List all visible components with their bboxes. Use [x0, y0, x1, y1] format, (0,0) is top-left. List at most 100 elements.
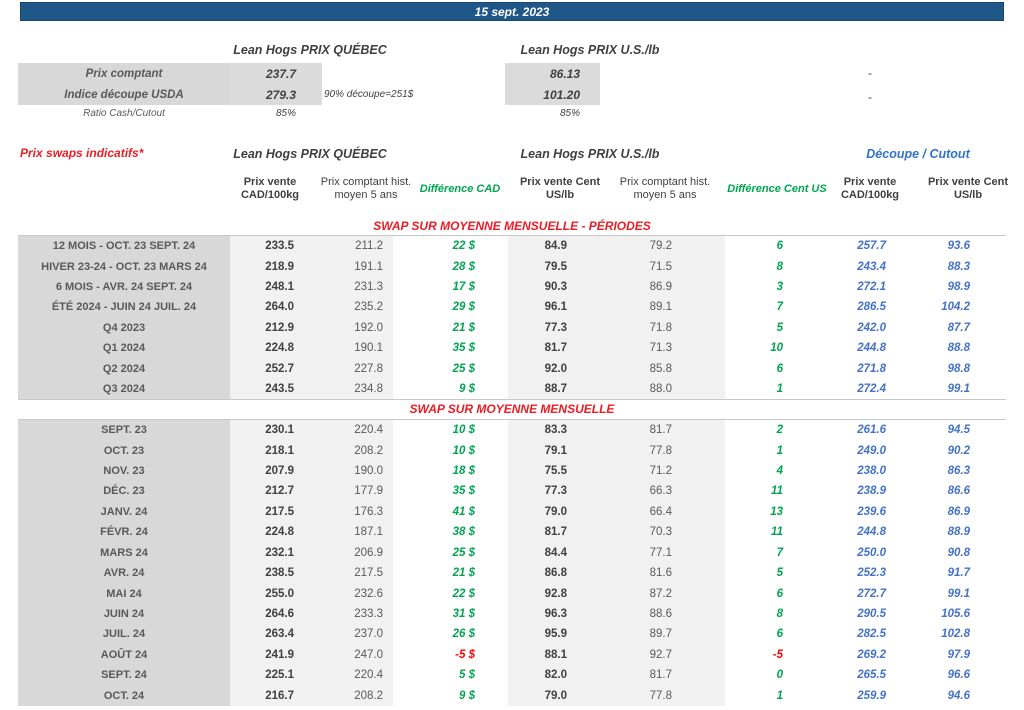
value-cell: 242.0	[857, 321, 886, 334]
value-cell: 235.2	[310, 297, 393, 318]
table-row: HIVER 23-24 - OCT. 23 MARS 24 218.9 191.1 2…	[18, 256, 1006, 277]
value-cell: 21 $	[452, 567, 475, 580]
value-cell: 187.1	[310, 522, 393, 543]
period-label: Q4 2023	[18, 317, 230, 338]
value-cell: 90.8	[947, 546, 970, 559]
value-cell: -5 $	[455, 648, 475, 661]
value-cell: 66.3	[610, 481, 725, 502]
value-cell: 71.8	[610, 317, 725, 338]
value-cell: 89.7	[610, 624, 725, 645]
value-cell: 176.3	[310, 501, 393, 523]
period-label: AVR. 24	[18, 562, 230, 584]
swap-title: Prix swaps indicatifs*	[20, 146, 144, 160]
table-row: MARS 24 232.1 206.9 25 $ 84.4 77.1 7 250.0 90.8	[18, 542, 1006, 563]
value-cell: 217.5	[310, 562, 393, 584]
value-cell: 211.2	[310, 236, 393, 257]
value-cell: 224.8	[230, 337, 310, 359]
value-cell: 41 $	[452, 505, 475, 518]
value-cell: 257.7	[857, 240, 886, 253]
value-cell: 81.7	[610, 665, 725, 686]
value-cell: 88.3	[947, 260, 970, 273]
value-cell: 272.4	[857, 382, 886, 395]
dash-mark: -	[868, 90, 872, 104]
table-row: OCT. 23 218.1 208.2 10 $ 79.1 77.8 1 249.0 90.2	[18, 440, 1006, 461]
swap-us-header: Lean Hogs PRIX U.S./lb	[520, 147, 660, 161]
value-cell: 84.4	[508, 542, 610, 563]
value-cell: 99.1	[947, 382, 970, 395]
table-row: OCT. 24 216.7 208.2 9 $ 79.0 77.8 1 259.9 94.6	[18, 685, 1006, 706]
date-banner: 15 sept. 2023	[20, 2, 1004, 21]
value-cell: 31 $	[452, 608, 475, 620]
value-cell: 87.7	[947, 321, 970, 334]
value-cell: 252.7	[230, 358, 310, 379]
value-cell: 86.9	[610, 276, 725, 298]
value-cell: 70.3	[610, 522, 725, 543]
value-cell: 1	[776, 689, 783, 702]
value-cell: 220.4	[310, 665, 393, 686]
value-cell: 208.2	[310, 440, 393, 461]
spot-quebec-value: 237.7	[230, 63, 322, 84]
value-cell: 272.7	[857, 587, 886, 600]
value-cell: 190.0	[310, 460, 393, 482]
cutout-index-us-value: 101.20	[505, 84, 600, 105]
period-label: FÉVR. 24	[18, 522, 230, 543]
value-cell: 259.9	[857, 689, 886, 702]
value-cell: 77.1	[610, 542, 725, 563]
value-cell: 233.3	[310, 603, 393, 625]
value-cell: 71.3	[610, 337, 725, 359]
value-cell: 81.7	[508, 337, 610, 359]
col-header-us-sell: Prix vente Cent US/lb	[519, 176, 601, 201]
period-label: ÉTÉ 2024 - JUIN 24 JUIL. 24	[18, 297, 230, 318]
value-cell: 237.0	[310, 624, 393, 645]
value-cell: 96.1	[508, 297, 610, 318]
table-row: Q3 2024 243.5 234.8 9 $ 88.7 88.0 1 272.4 99.1	[18, 378, 1006, 400]
period-label: OCT. 24	[18, 685, 230, 706]
value-cell: 97.9	[947, 648, 970, 661]
value-cell: 10	[770, 342, 783, 355]
value-cell: 2	[776, 424, 783, 437]
value-cell: 238.5	[230, 562, 310, 584]
cutout-index-row-label: Indice découpe USDA	[18, 84, 230, 105]
value-cell: 94.6	[947, 689, 970, 702]
value-cell: 95.9	[508, 624, 610, 645]
value-cell: 96.3	[508, 603, 610, 625]
value-cell: 239.6	[857, 505, 886, 518]
value-cell: 206.9	[310, 542, 393, 563]
value-cell: 96.6	[947, 669, 970, 682]
value-cell: 290.5	[857, 608, 886, 620]
value-cell: 190.1	[310, 337, 393, 359]
value-cell: 82.0	[508, 665, 610, 686]
value-cell: 77.8	[610, 440, 725, 461]
value-cell: 233.5	[230, 236, 310, 257]
value-cell: 225.1	[230, 665, 310, 686]
value-cell: 81.7	[610, 420, 725, 441]
value-cell: 85.8	[610, 358, 725, 379]
table-row: 6 MOIS - AVR. 24 SEPT. 24 248.1 231.3 17 $ 9…	[18, 276, 1006, 298]
period-label: OCT. 23	[18, 440, 230, 461]
value-cell: 218.9	[230, 256, 310, 277]
value-cell: 252.3	[857, 567, 886, 580]
value-cell: 11	[771, 485, 783, 498]
value-cell: 269.2	[857, 648, 886, 661]
table-row: DÉC. 23 212.7 177.9 35 $ 77.3 66.3 11 238.9 86.6	[18, 481, 1006, 502]
col-header-diff-cad: Différence CAD	[419, 182, 501, 195]
value-cell: 7	[776, 546, 783, 559]
value-cell: 88.6	[610, 603, 725, 625]
value-cell: 216.7	[230, 685, 310, 706]
swap-periods-table: 12 MOIS - OCT. 23 SEPT. 24 233.5 211.2 22 $…	[18, 235, 1006, 401]
period-label: SEPT. 24	[18, 665, 230, 686]
table-row: JUIL. 24 263.4 237.0 26 $ 95.9 89.7 6 282.5 102.…	[18, 624, 1006, 645]
value-cell: 77.3	[508, 481, 610, 502]
value-cell: 26 $	[452, 628, 475, 641]
value-cell: 88.9	[947, 526, 970, 539]
col-header-us-hist: Prix comptant hist. moyen 5 ans	[619, 176, 711, 201]
value-cell: 231.3	[310, 276, 393, 298]
value-cell: 238.0	[857, 465, 886, 478]
value-cell: 88.1	[508, 644, 610, 666]
value-cell: 86.9	[947, 505, 970, 518]
value-cell: 86.3	[947, 465, 970, 478]
value-cell: 87.2	[610, 583, 725, 604]
value-cell: 217.5	[230, 501, 310, 523]
table-row: Q4 2023 212.9 192.0 21 $ 77.3 71.8 5 242.0 87.7	[18, 317, 1006, 338]
